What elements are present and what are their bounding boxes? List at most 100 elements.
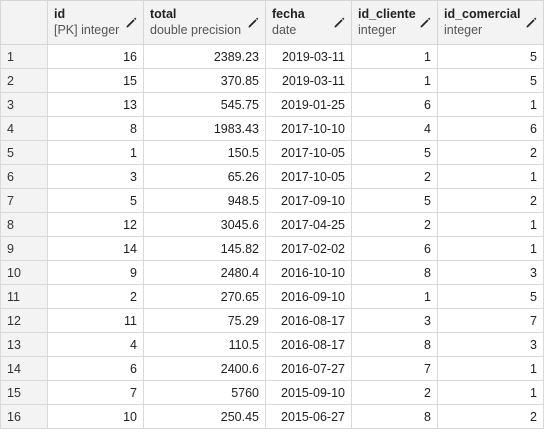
cell-id-comercial[interactable]: 1 [437,212,544,237]
row-number[interactable]: 12 [0,308,48,333]
row-number[interactable]: 5 [0,140,48,165]
cell-fecha[interactable]: 2017-02-02 [265,236,352,261]
column-header-total[interactable]: total double precision [143,0,266,45]
cell-total[interactable]: 145.82 [143,236,266,261]
table-row[interactable]: 13 4 110.5 2016-08-17 8 3 [0,332,544,357]
row-number[interactable]: 1 [0,44,48,69]
cell-total[interactable]: 1983.43 [143,116,266,141]
cell-fecha[interactable]: 2019-03-11 [265,44,352,69]
cell-id-cliente[interactable]: 1 [351,284,438,309]
column-header-id-comercial[interactable]: id_comercial integer [437,0,544,45]
cell-id-cliente[interactable]: 5 [351,188,438,213]
row-number[interactable]: 16 [0,404,48,429]
cell-id-comercial[interactable]: 5 [437,68,544,93]
cell-id-cliente[interactable]: 6 [351,236,438,261]
cell-total[interactable]: 65.26 [143,164,266,189]
cell-id[interactable]: 14 [47,236,144,261]
cell-id-comercial[interactable]: 3 [437,332,544,357]
cell-fecha[interactable]: 2016-08-17 [265,332,352,357]
cell-fecha[interactable]: 2017-09-10 [265,188,352,213]
cell-id[interactable]: 13 [47,92,144,117]
table-row[interactable]: 4 8 1983.43 2017-10-10 4 6 [0,116,544,141]
cell-id-comercial[interactable]: 1 [437,380,544,405]
cell-id-comercial[interactable]: 1 [437,92,544,117]
pencil-icon[interactable] [333,16,346,29]
column-header-fecha[interactable]: fecha date [265,0,352,45]
cell-id-cliente[interactable]: 3 [351,308,438,333]
cell-id-cliente[interactable]: 2 [351,212,438,237]
cell-fecha[interactable]: 2019-01-25 [265,92,352,117]
cell-id[interactable]: 11 [47,308,144,333]
table-row[interactable]: 3 13 545.75 2019-01-25 6 1 [0,92,544,117]
cell-id-cliente[interactable]: 1 [351,44,438,69]
cell-id-comercial[interactable]: 1 [437,164,544,189]
row-number[interactable]: 11 [0,284,48,309]
cell-fecha[interactable]: 2017-04-25 [265,212,352,237]
row-number[interactable]: 6 [0,164,48,189]
cell-fecha[interactable]: 2016-09-10 [265,284,352,309]
table-row[interactable]: 9 14 145.82 2017-02-02 6 1 [0,236,544,261]
cell-total[interactable]: 250.45 [143,404,266,429]
row-number[interactable]: 14 [0,356,48,381]
row-number[interactable]: 2 [0,68,48,93]
row-number[interactable]: 10 [0,260,48,285]
cell-id-comercial[interactable]: 3 [437,260,544,285]
table-row[interactable]: 1 16 2389.23 2019-03-11 1 5 [0,44,544,69]
table-row[interactable]: 16 10 250.45 2015-06-27 8 2 [0,404,544,429]
table-row[interactable]: 7 5 948.5 2017-09-10 5 2 [0,188,544,213]
cell-id[interactable]: 2 [47,284,144,309]
cell-id-comercial[interactable]: 2 [437,140,544,165]
cell-id[interactable]: 5 [47,188,144,213]
cell-id-comercial[interactable]: 1 [437,236,544,261]
cell-total[interactable]: 3045.6 [143,212,266,237]
cell-total[interactable]: 948.5 [143,188,266,213]
cell-fecha[interactable]: 2019-03-11 [265,68,352,93]
cell-id-cliente[interactable]: 1 [351,68,438,93]
cell-id-cliente[interactable]: 7 [351,356,438,381]
cell-fecha[interactable]: 2016-10-10 [265,260,352,285]
pencil-icon[interactable] [525,16,538,29]
row-number[interactable]: 13 [0,332,48,357]
column-header-id-cliente[interactable]: id_cliente integer [351,0,438,45]
cell-total[interactable]: 370.85 [143,68,266,93]
cell-id-cliente[interactable]: 8 [351,260,438,285]
cell-total[interactable]: 5760 [143,380,266,405]
cell-fecha[interactable]: 2016-07-27 [265,356,352,381]
cell-id-comercial[interactable]: 7 [437,308,544,333]
cell-id-comercial[interactable]: 5 [437,284,544,309]
row-number[interactable]: 15 [0,380,48,405]
table-row[interactable]: 15 7 5760 2015-09-10 2 1 [0,380,544,405]
cell-id-comercial[interactable]: 2 [437,404,544,429]
cell-id[interactable]: 4 [47,332,144,357]
cell-id[interactable]: 8 [47,116,144,141]
cell-fecha[interactable]: 2015-06-27 [265,404,352,429]
cell-id-cliente[interactable]: 5 [351,140,438,165]
table-row[interactable]: 2 15 370.85 2019-03-11 1 5 [0,68,544,93]
cell-id-comercial[interactable]: 5 [437,44,544,69]
table-row[interactable]: 5 1 150.5 2017-10-05 5 2 [0,140,544,165]
cell-total[interactable]: 150.5 [143,140,266,165]
cell-id-comercial[interactable]: 2 [437,188,544,213]
column-header-id[interactable]: id [PK] integer [47,0,144,45]
cell-id-comercial[interactable]: 6 [437,116,544,141]
cell-id[interactable]: 6 [47,356,144,381]
cell-id[interactable]: 16 [47,44,144,69]
table-row[interactable]: 8 12 3045.6 2017-04-25 2 1 [0,212,544,237]
pencil-icon[interactable] [419,16,432,29]
cell-id[interactable]: 12 [47,212,144,237]
cell-total[interactable]: 2389.23 [143,44,266,69]
cell-id[interactable]: 1 [47,140,144,165]
table-row[interactable]: 12 11 75.29 2016-08-17 3 7 [0,308,544,333]
cell-fecha[interactable]: 2017-10-05 [265,140,352,165]
cell-total[interactable]: 75.29 [143,308,266,333]
pencil-icon[interactable] [125,16,138,29]
cell-id[interactable]: 10 [47,404,144,429]
table-row[interactable]: 10 9 2480.4 2016-10-10 8 3 [0,260,544,285]
pencil-icon[interactable] [247,16,260,29]
cell-fecha[interactable]: 2017-10-05 [265,164,352,189]
row-number[interactable]: 7 [0,188,48,213]
cell-fecha[interactable]: 2016-08-17 [265,308,352,333]
cell-total[interactable]: 270.65 [143,284,266,309]
row-number[interactable]: 9 [0,236,48,261]
cell-fecha[interactable]: 2017-10-10 [265,116,352,141]
